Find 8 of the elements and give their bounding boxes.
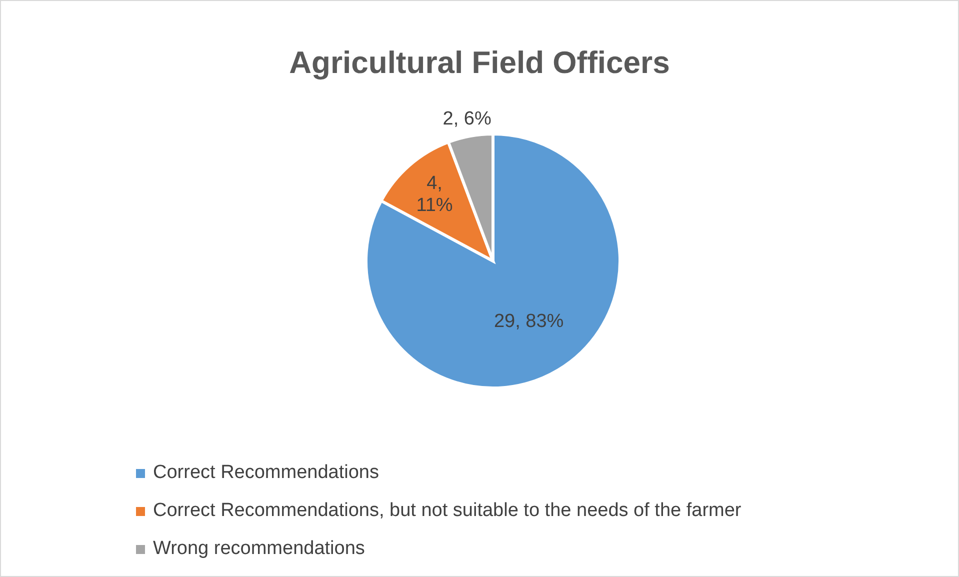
legend-label: Correct Recommendations, but not suitable to the needs of the farmer — [153, 500, 742, 522]
data-label: 2, 6% — [442, 108, 492, 130]
data-label: 29, 83% — [494, 310, 564, 332]
legend-label: Wrong recommendations — [153, 538, 365, 560]
legend-label: Correct Recommendations — [153, 462, 379, 484]
pie-slice — [364, 132, 622, 390]
chart-title: Agricultural Field Officers — [288, 45, 671, 81]
data-label: 4, 11% — [416, 173, 453, 216]
